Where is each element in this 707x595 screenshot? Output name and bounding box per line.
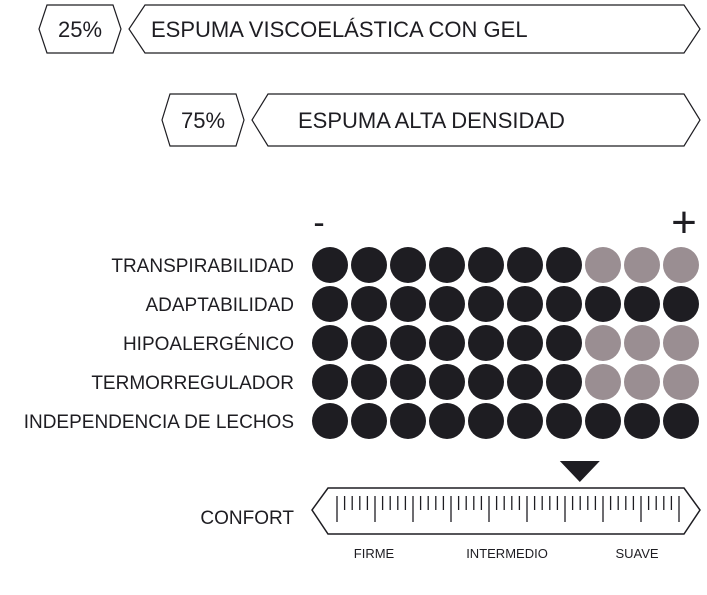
rating-dot-empty	[585, 325, 621, 361]
rating-dot-filled	[585, 403, 621, 439]
comfort-marker-firme: FIRME	[354, 546, 395, 561]
rating-dot-filled	[468, 247, 504, 283]
layer-1-percent-badge	[38, 4, 122, 54]
scale-minus-label: -	[313, 204, 324, 242]
layer-1-label: ESPUMA VISCOELÁSTICA CON GEL	[151, 17, 528, 42]
rating-dot-empty	[624, 247, 660, 283]
layer-1-percent: 25%	[58, 17, 102, 42]
comfort-marker-intermedio: INTERMEDIO	[466, 546, 548, 561]
comfort-label: CONFORT	[200, 508, 294, 529]
rating-dot-filled	[390, 247, 426, 283]
rating-dot-filled	[546, 286, 582, 322]
rating-dot-filled	[351, 364, 387, 400]
rating-dot-filled	[429, 403, 465, 439]
rating-dot-filled	[507, 247, 543, 283]
rating-dot-filled	[624, 286, 660, 322]
rating-dot-filled	[312, 286, 348, 322]
rating-dot-filled	[351, 325, 387, 361]
layer-2-label: ESPUMA ALTA DENSIDAD	[298, 108, 565, 133]
rating-dot-filled	[546, 325, 582, 361]
ratings-grid: TRANSPIRABILIDAD ADAPTABILIDAD HIPOALERGÉN…	[24, 247, 699, 439]
rating-label: INDEPENDENCIA DE LECHOS	[24, 412, 294, 433]
rating-dot-filled	[663, 286, 699, 322]
rating-dot-empty	[663, 247, 699, 283]
rating-dot-empty	[585, 364, 621, 400]
rating-dot-filled	[507, 403, 543, 439]
rating-dot-filled	[390, 403, 426, 439]
rating-dot-filled	[351, 403, 387, 439]
rating-dot-filled	[507, 286, 543, 322]
rating-dot-empty	[663, 364, 699, 400]
rating-label: ADAPTABILIDAD	[145, 295, 294, 316]
layer-row-1: 25% ESPUMA VISCOELÁSTICA CON GEL	[38, 4, 701, 54]
rating-dot-filled	[468, 325, 504, 361]
rating-dot-filled	[312, 403, 348, 439]
layer-2-percent-badge	[161, 93, 245, 147]
rating-dot-filled	[351, 286, 387, 322]
rating-dot-filled	[429, 286, 465, 322]
rating-dot-filled	[390, 364, 426, 400]
comfort-ticks	[336, 496, 680, 522]
rating-dot-filled	[468, 364, 504, 400]
rating-dot-filled	[624, 403, 660, 439]
rating-dot-filled	[585, 286, 621, 322]
scale-plus-label: +	[671, 198, 697, 247]
rating-dot-filled	[507, 364, 543, 400]
rating-dot-filled	[390, 286, 426, 322]
rating-dot-filled	[468, 286, 504, 322]
rating-dot-empty	[624, 364, 660, 400]
rating-dot-filled	[546, 364, 582, 400]
rating-dot-filled	[312, 364, 348, 400]
rating-dot-filled	[312, 247, 348, 283]
rating-dot-filled	[546, 403, 582, 439]
rating-dot-empty	[624, 325, 660, 361]
rating-dot-filled	[468, 403, 504, 439]
rating-dot-filled	[429, 364, 465, 400]
rating-dot-empty	[663, 325, 699, 361]
rating-dot-filled	[351, 247, 387, 283]
layer-row-2: 75% ESPUMA ALTA DENSIDAD	[161, 93, 701, 147]
rating-dot-filled	[429, 247, 465, 283]
rating-dot-filled	[507, 325, 543, 361]
rating-dot-filled	[429, 325, 465, 361]
rating-label: HIPOALERGÉNICO	[123, 334, 294, 355]
comfort-bar-outline	[311, 487, 701, 535]
comfort-pointer-icon	[559, 461, 600, 482]
comfort-scale: CONFORT FIRME INTERMEDIO SUAVE	[200, 461, 701, 561]
layer-1-label-box	[128, 4, 701, 54]
rating-dot-filled	[390, 325, 426, 361]
layer-2-percent: 75%	[181, 108, 225, 133]
rating-dot-filled	[663, 403, 699, 439]
rating-label: TERMORREGULADOR	[91, 373, 294, 394]
rating-dot-empty	[585, 247, 621, 283]
rating-dot-filled	[312, 325, 348, 361]
comfort-marker-suave: SUAVE	[615, 546, 658, 561]
layer-2-label-box	[251, 93, 701, 147]
rating-label: TRANSPIRABILIDAD	[111, 256, 294, 277]
rating-dot-filled	[546, 247, 582, 283]
